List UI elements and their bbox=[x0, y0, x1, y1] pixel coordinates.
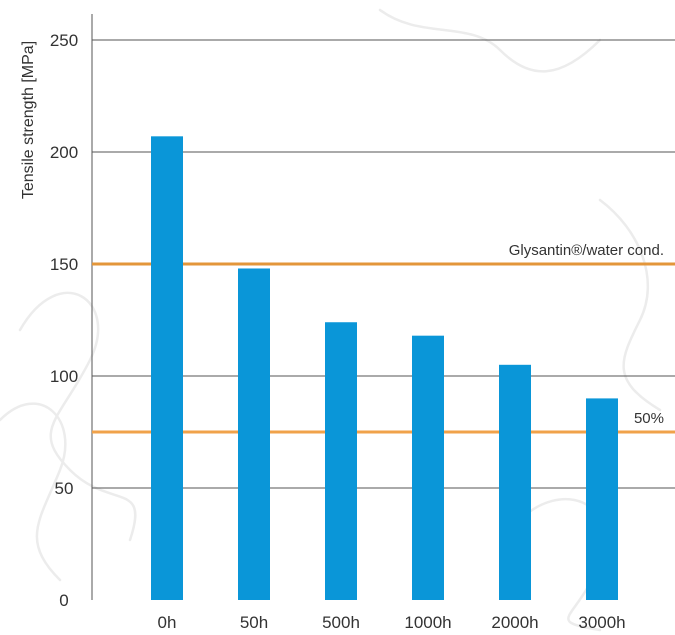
bar-500h bbox=[325, 322, 357, 600]
y-axis-ticks: 0 50 100 150 200 250 bbox=[50, 31, 78, 610]
y-tick-label: 100 bbox=[50, 367, 78, 386]
reference-line-label: Glysantin®/water cond. bbox=[509, 242, 664, 259]
x-tick-label: 3000h bbox=[578, 613, 625, 632]
x-tick-label: 2000h bbox=[491, 613, 538, 632]
bar-2000h bbox=[499, 364, 531, 600]
y-tick-label: 250 bbox=[50, 31, 78, 50]
bar-1000h bbox=[412, 335, 444, 600]
x-tick-label: 500h bbox=[322, 613, 360, 632]
bar-3000h bbox=[586, 398, 618, 600]
x-tick-label: 0h bbox=[158, 613, 177, 632]
reference-line-label: 50% bbox=[634, 410, 664, 427]
y-tick-label: 200 bbox=[50, 143, 78, 162]
reference-lines: Glysantin®/water cond. 50% bbox=[92, 242, 675, 434]
bar-0h bbox=[151, 136, 183, 600]
y-tick-label: 50 bbox=[55, 479, 74, 498]
x-tick-label: 1000h bbox=[404, 613, 451, 632]
x-axis-ticks: 0h 50h 500h 1000h 2000h 3000h bbox=[158, 613, 626, 632]
y-axis-title: Tensile strength [MPa] bbox=[20, 41, 37, 199]
bar-50h bbox=[238, 268, 270, 600]
gridlines bbox=[91, 14, 675, 600]
bars bbox=[151, 136, 618, 600]
x-tick-label: 50h bbox=[240, 613, 268, 632]
y-tick-label: 0 bbox=[59, 591, 68, 610]
y-tick-label: 150 bbox=[50, 255, 78, 274]
